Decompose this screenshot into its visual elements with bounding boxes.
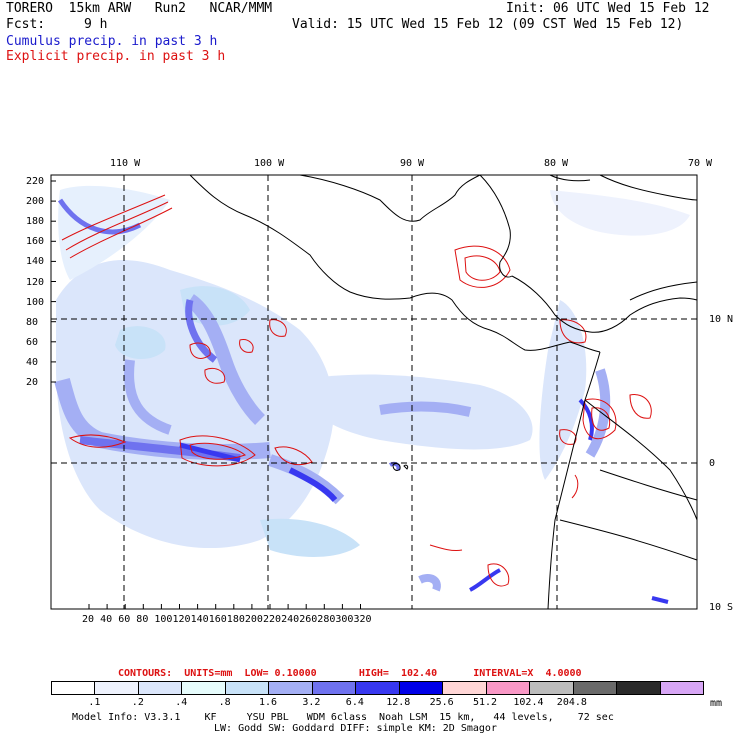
x-index-label: 200 <box>244 614 263 625</box>
lat-label-eq: 0 <box>709 458 716 469</box>
lon-label-110w: 110 W <box>110 158 141 169</box>
y-index-label: 60 <box>26 336 39 348</box>
colorbar-swatch <box>268 682 312 694</box>
colorbar-tick-label: 12.8 <box>386 697 411 708</box>
y-index-label: 40 <box>26 356 39 368</box>
colorbar-swatch <box>398 682 443 694</box>
colorbar-swatch <box>181 682 225 694</box>
x-index-label: 280 <box>317 614 336 625</box>
colorbar-tick-label: 204.8 <box>556 697 587 708</box>
coastlines <box>189 174 698 610</box>
x-index-label: 40 <box>100 614 113 625</box>
init-time: Init: 06 UTC Wed 15 Feb 12 <box>506 1 710 16</box>
colorbar-swatch <box>659 682 704 694</box>
model-info: Model Info: V3.3.1 KF YSU PBL WDM 6class… <box>72 712 614 723</box>
colorbar-tick-label: .8 <box>218 697 231 708</box>
valid-time: Valid: 15 UTC Wed 15 Feb 12 (09 CST Wed … <box>292 17 684 32</box>
x-index-label: 220 <box>263 614 282 625</box>
colorbar-tick-label: 51.2 <box>473 697 498 708</box>
lat-label-10n: 10 N <box>709 314 734 325</box>
y-index-label: 100 <box>26 296 45 308</box>
x-index-label: 160 <box>208 614 227 625</box>
cumulus-field-title: Cumulus precip. in past 3 h <box>6 34 218 49</box>
precip-fill-layer <box>54 185 690 604</box>
x-index-label: 60 <box>118 614 131 625</box>
lon-label-80w: 80 W <box>544 158 569 169</box>
y-index-label: 80 <box>26 316 39 328</box>
colorbar-tick-label: .4 <box>175 697 188 708</box>
model-title: TORERO 15km ARW Run2 NCAR/MMM <box>6 1 273 16</box>
colorbar-swatch <box>94 682 138 694</box>
colorbar-swatch <box>572 682 617 694</box>
colorbar-swatch <box>616 682 660 694</box>
colorbar-units: mm <box>710 698 723 709</box>
map-frame <box>50 174 698 610</box>
colorbar <box>51 681 704 695</box>
y-index-label: 120 <box>26 276 45 288</box>
colorbar-tick-label: 3.2 <box>302 697 321 708</box>
x-index-label: 240 <box>281 614 300 625</box>
x-index-label: 260 <box>299 614 318 625</box>
colorbar-tick-label: 102.4 <box>513 697 544 708</box>
x-index-label: 300 <box>335 614 354 625</box>
colorbar-swatch <box>224 682 269 694</box>
y-index-label: 20 <box>26 377 39 388</box>
colorbar-tick-label: .1 <box>88 697 101 708</box>
y-index-label: 140 <box>26 256 45 268</box>
y-index-label: 220 <box>26 176 45 187</box>
x-index-label: 180 <box>226 614 245 625</box>
forecast-hour: 9 h <box>84 17 108 32</box>
colorbar-swatch <box>442 682 486 694</box>
x-index-label: 140 <box>190 614 209 625</box>
colorbar-swatch <box>137 682 182 694</box>
x-index-label: 120 <box>172 614 191 625</box>
physics-info: LW: Godd SW: Goddard DIFF: simple KM: 2D… <box>214 723 497 734</box>
colorbar-tick-label: 6.4 <box>345 697 364 708</box>
colorbar-swatch <box>311 682 356 694</box>
colorbar-swatch <box>485 682 530 694</box>
x-index-label: 320 <box>353 614 372 625</box>
colorbar-swatch <box>52 682 95 694</box>
y-index-label: 160 <box>26 236 45 248</box>
colorbar-swatch <box>355 682 399 694</box>
x-index-label: 80 <box>136 614 149 625</box>
explicit-field-title: Explicit precip. in past 3 h <box>6 49 226 64</box>
axis-ticks <box>51 180 361 609</box>
graticule <box>51 175 697 609</box>
x-index-label: 100 <box>154 614 173 625</box>
forecast-label: Fcst: <box>6 17 46 32</box>
lon-label-90w: 90 W <box>400 158 425 169</box>
lon-label-70w: 70 W <box>688 158 713 169</box>
colorbar-tick-label: .2 <box>131 697 144 708</box>
explicit-precip-contours <box>61 194 652 587</box>
colorbar-swatch <box>529 682 573 694</box>
colorbar-tick-label: 1.6 <box>259 697 278 708</box>
y-index-label: 200 <box>26 196 45 208</box>
contours-info: CONTOURS: UNITS=mm LOW= 0.10000 HIGH= 10… <box>118 668 582 679</box>
lat-label-10s: 10 S <box>709 602 734 613</box>
x-index-label: 20 <box>82 614 95 625</box>
y-index-label: 180 <box>26 216 45 228</box>
lon-label-100w: 100 W <box>254 158 285 169</box>
colorbar-tick-label: 25.6 <box>429 697 454 708</box>
